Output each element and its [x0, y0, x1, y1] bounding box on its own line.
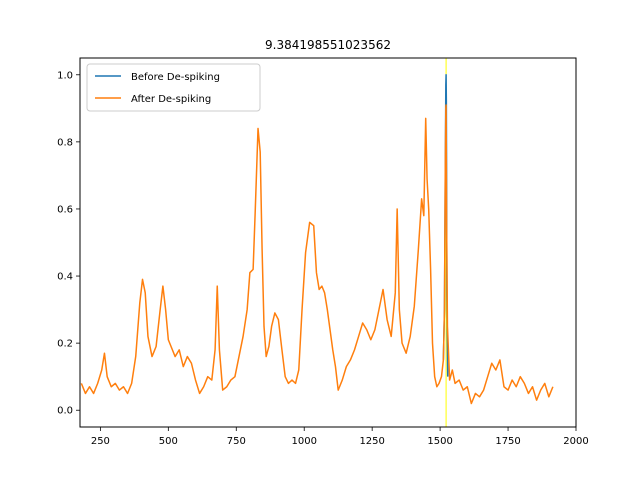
x-tick-label: 1000 — [291, 436, 316, 447]
legend: Before De-spiking After De-spiking — [86, 63, 261, 112]
axes-frame — [79, 57, 577, 428]
x-tick-label: 250 — [91, 436, 110, 447]
y-tick-label: 0.6 — [57, 204, 73, 215]
legend-label-after-de-spiking: After De-spiking — [131, 94, 211, 105]
legend-label-before-de-spiking: Before De-spiking — [131, 72, 220, 83]
y-tick-label: 0.2 — [57, 339, 73, 350]
y-tick-label: 0.0 — [57, 406, 73, 417]
y-tick-label: 0.8 — [57, 137, 73, 148]
x-tick-label: 1250 — [359, 436, 384, 447]
x-tick-label: 2000 — [563, 436, 588, 447]
series-layer — [80, 74, 554, 405]
y-tick-label: 1.0 — [57, 70, 73, 81]
x-axis: 250 500 750 1000 1250 1500 1750 2000 — [91, 427, 589, 447]
x-tick-label: 500 — [159, 436, 178, 447]
chart-title: 9.384198551023562 — [265, 38, 391, 52]
y-axis: 0.0 0.2 0.4 0.6 0.8 1.0 — [57, 70, 80, 417]
plot-area — [79, 57, 577, 428]
x-tick-label: 750 — [227, 436, 246, 447]
y-tick-label: 0.4 — [57, 272, 73, 283]
x-tick-label: 1500 — [427, 436, 452, 447]
x-tick-label: 1750 — [495, 436, 520, 447]
legend-box — [86, 63, 261, 112]
series-line-after-de-spiking — [80, 104, 554, 405]
